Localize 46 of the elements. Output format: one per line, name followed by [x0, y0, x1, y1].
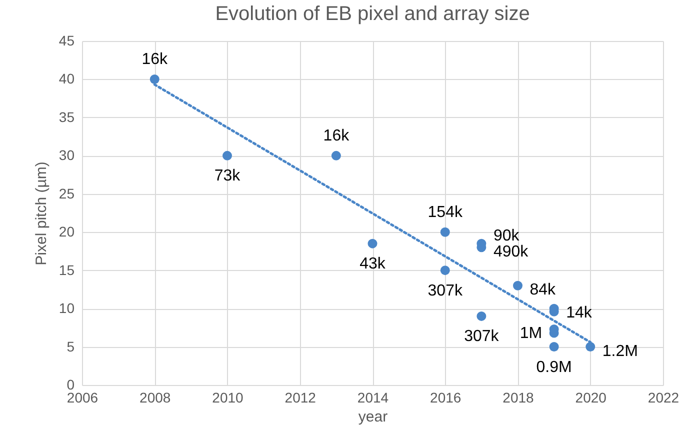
point [549, 342, 559, 352]
annotation: 73k [214, 168, 242, 185]
point [440, 266, 450, 276]
point [150, 74, 160, 84]
y-tick-label: 5 [66, 338, 75, 354]
point [513, 280, 522, 290]
x-tick-label: 2022 [648, 390, 680, 406]
y-axis-title: Pixel pitch (µm) [32, 162, 50, 266]
annotation: 490k [493, 243, 530, 260]
y-tick-label: 45 [58, 32, 75, 48]
point [476, 311, 486, 321]
y-tick-label: 35 [58, 108, 75, 125]
x-tick-label: 2008 [140, 390, 171, 406]
annotation: 307k [428, 282, 464, 300]
y-tick-label: 0 [66, 376, 75, 392]
x-tick-label: 2012 [284, 390, 316, 406]
x-axis-title: year [358, 408, 388, 426]
point [331, 150, 341, 160]
x-tick-label: 2018 [502, 390, 534, 406]
annotation: 1.2M [602, 342, 638, 360]
point [440, 227, 450, 237]
annotation: 1M [520, 325, 542, 342]
annotation: 14k [566, 304, 593, 322]
annotation: 84k [530, 282, 557, 299]
annotation: 307k [464, 328, 500, 346]
annotation: 43k [360, 256, 386, 273]
x-tick-label: 2010 [212, 390, 244, 406]
annotation: 16k [142, 51, 169, 68]
x-tick-label: 2014 [357, 390, 389, 406]
point [222, 150, 232, 160]
y-tick-label: 25 [58, 185, 75, 202]
chart-title: Evolution of EB pixel and array size [215, 3, 530, 25]
y-tick-label: 10 [58, 300, 75, 316]
x-tick-label: 2006 [66, 390, 98, 406]
annotation: 0.9M [536, 358, 572, 376]
annotation: 16k [323, 128, 350, 145]
y-tick-label: 15 [58, 262, 75, 278]
x-tick-label: 2016 [430, 390, 462, 406]
annotation: 90k [493, 228, 520, 245]
annotation: 154k [428, 204, 464, 222]
x-tick-label: 2020 [575, 390, 607, 406]
y-tick-label: 30 [58, 147, 75, 164]
y-tick-label: 20 [58, 224, 75, 240]
point [368, 238, 378, 248]
y-tick-label: 40 [58, 70, 75, 87]
point [586, 342, 596, 352]
